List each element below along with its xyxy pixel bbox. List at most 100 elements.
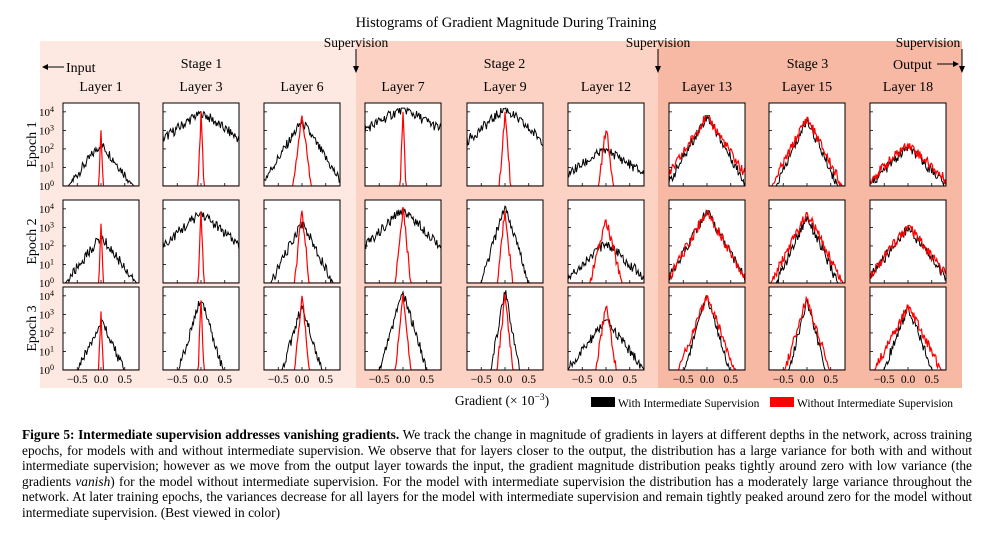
panel-plot-area bbox=[669, 294, 745, 370]
y-tick-label: 101 bbox=[39, 257, 54, 271]
y-tick-label: 104 bbox=[39, 289, 54, 303]
x-tick-label: −0.5 bbox=[268, 374, 289, 386]
column-label-7: Layer 13 bbox=[682, 80, 732, 95]
histogram-without-intermediate-supervision bbox=[568, 305, 644, 370]
panel-r2-c9 bbox=[869, 199, 947, 284]
supervision-markers: Supervision Supervision Supervision bbox=[324, 35, 965, 73]
histogram-with-intermediate-supervision bbox=[769, 299, 845, 370]
gradient-histogram-figure: Histograms of Gradient Magnitude During … bbox=[25, 15, 965, 410]
x-tick-label: 0.0 bbox=[498, 374, 513, 386]
panel-r2-c8 bbox=[768, 199, 846, 284]
x-tick-label: −0.5 bbox=[773, 374, 794, 386]
histogram-with-intermediate-supervision bbox=[264, 304, 340, 370]
stage-labels: Stage 1 Stage 2 Stage 3 bbox=[181, 57, 829, 72]
histogram-without-intermediate-supervision bbox=[769, 295, 845, 370]
panel-plot-area bbox=[264, 295, 340, 370]
y-tick-label: 101 bbox=[39, 344, 54, 358]
histogram-with-intermediate-supervision bbox=[467, 107, 543, 147]
panel-plot-area bbox=[568, 219, 644, 283]
x-tick-label: 0.0 bbox=[700, 374, 715, 386]
legend-swatch-with bbox=[591, 397, 615, 407]
y-tick-label: 102 bbox=[39, 142, 54, 156]
panel-r1-c3 bbox=[263, 102, 341, 187]
stage-label-1: Stage 1 bbox=[181, 57, 223, 72]
histogram-without-intermediate-supervision bbox=[163, 111, 239, 186]
histogram-panels bbox=[62, 102, 947, 371]
histogram-without-intermediate-supervision bbox=[63, 223, 139, 283]
x-tick-label: −0.5 bbox=[67, 374, 88, 386]
y-tick-label: 100 bbox=[39, 363, 54, 377]
panel-plot-area bbox=[365, 290, 441, 370]
x-tick-label: 0.0 bbox=[295, 374, 310, 386]
histogram-without-intermediate-supervision bbox=[669, 210, 745, 281]
histogram-without-intermediate-supervision bbox=[669, 294, 745, 370]
panel-plot-area bbox=[568, 130, 644, 186]
x-tick-label: 0.5 bbox=[522, 374, 537, 386]
column-label-1: Layer 1 bbox=[79, 80, 122, 95]
histogram-with-intermediate-supervision bbox=[264, 221, 340, 283]
y-tick-label: 104 bbox=[39, 202, 54, 216]
x-tick-label: −0.5 bbox=[572, 374, 593, 386]
x-tick-label: −0.5 bbox=[167, 374, 188, 386]
figure-caption: Figure 5: Intermediate supervision addre… bbox=[22, 427, 972, 521]
panel-plot-area bbox=[63, 223, 139, 283]
histogram-with-intermediate-supervision bbox=[365, 290, 441, 370]
panel-plot-area bbox=[163, 211, 239, 283]
x-tick-label: 0.5 bbox=[623, 374, 638, 386]
y-tick-label: 100 bbox=[39, 179, 54, 193]
histogram-with-intermediate-supervision bbox=[769, 216, 845, 283]
x-tick-label: 0.5 bbox=[420, 374, 435, 386]
panel-r2-c2 bbox=[162, 199, 240, 284]
panel-background bbox=[870, 200, 946, 283]
x-tick-label: 0.5 bbox=[724, 374, 739, 386]
histogram-without-intermediate-supervision bbox=[365, 111, 441, 186]
histogram-with-intermediate-supervision bbox=[467, 205, 543, 283]
row-label-1: Epoch 1 bbox=[25, 121, 40, 167]
legend-swatch-without bbox=[770, 397, 794, 407]
x-tick-label: 0.0 bbox=[396, 374, 411, 386]
panel-r1-c5 bbox=[466, 102, 544, 187]
histogram-without-intermediate-supervision bbox=[163, 300, 239, 370]
panel-background bbox=[870, 287, 946, 370]
panel-r1-c8 bbox=[768, 102, 846, 187]
histogram-without-intermediate-supervision bbox=[870, 224, 946, 279]
histogram-with-intermediate-supervision bbox=[568, 319, 644, 370]
stage-label-2: Stage 2 bbox=[484, 57, 526, 72]
column-label-6: Layer 12 bbox=[581, 80, 631, 95]
x-tick-label: 0.0 bbox=[800, 374, 815, 386]
supervision-arrowhead-2 bbox=[655, 66, 661, 73]
panel-r2-c5 bbox=[466, 199, 544, 284]
x-tick-label: 0.5 bbox=[218, 374, 233, 386]
histogram-without-intermediate-supervision bbox=[63, 311, 139, 370]
panel-plot-area bbox=[467, 205, 543, 283]
x-tick-label: 0.5 bbox=[824, 374, 839, 386]
column-label-9: Layer 18 bbox=[883, 80, 933, 95]
histogram-without-intermediate-supervision bbox=[769, 212, 845, 283]
panel-background bbox=[568, 103, 644, 186]
panel-plot-area bbox=[264, 115, 340, 186]
panel-plot-area bbox=[769, 295, 845, 370]
panel-r1-c4 bbox=[364, 102, 442, 187]
histogram-without-intermediate-supervision bbox=[568, 130, 644, 186]
histogram-with-intermediate-supervision bbox=[568, 241, 644, 281]
histogram-without-intermediate-supervision bbox=[467, 111, 543, 186]
panel-r3-c2 bbox=[162, 286, 240, 371]
x-tick-label: 0.0 bbox=[94, 374, 109, 386]
panel-plot-area bbox=[365, 206, 441, 283]
column-label-4: Layer 7 bbox=[381, 80, 424, 95]
x-tick-label: 0.5 bbox=[118, 374, 133, 386]
output-label: Output bbox=[893, 58, 932, 73]
column-labels: Layer 1 Layer 3 Layer 6 Layer 7 Layer 9 Layer… bbox=[79, 80, 933, 95]
panel-plot-area bbox=[365, 106, 441, 186]
panel-plot-area bbox=[870, 304, 946, 370]
y-tick-labels: 1041031021011001041031021011001041031021… bbox=[39, 105, 54, 377]
x-tick-label: 0.0 bbox=[901, 374, 916, 386]
panel-r3-c7 bbox=[668, 286, 746, 371]
input-label: Input bbox=[66, 61, 96, 76]
panel-plot-area bbox=[870, 224, 946, 281]
histogram-without-intermediate-supervision bbox=[264, 210, 340, 283]
histogram-with-intermediate-supervision bbox=[365, 106, 441, 134]
y-tick-label: 103 bbox=[39, 220, 54, 234]
panel-r1-c2 bbox=[162, 102, 240, 187]
y-tick-label: 100 bbox=[39, 276, 54, 290]
